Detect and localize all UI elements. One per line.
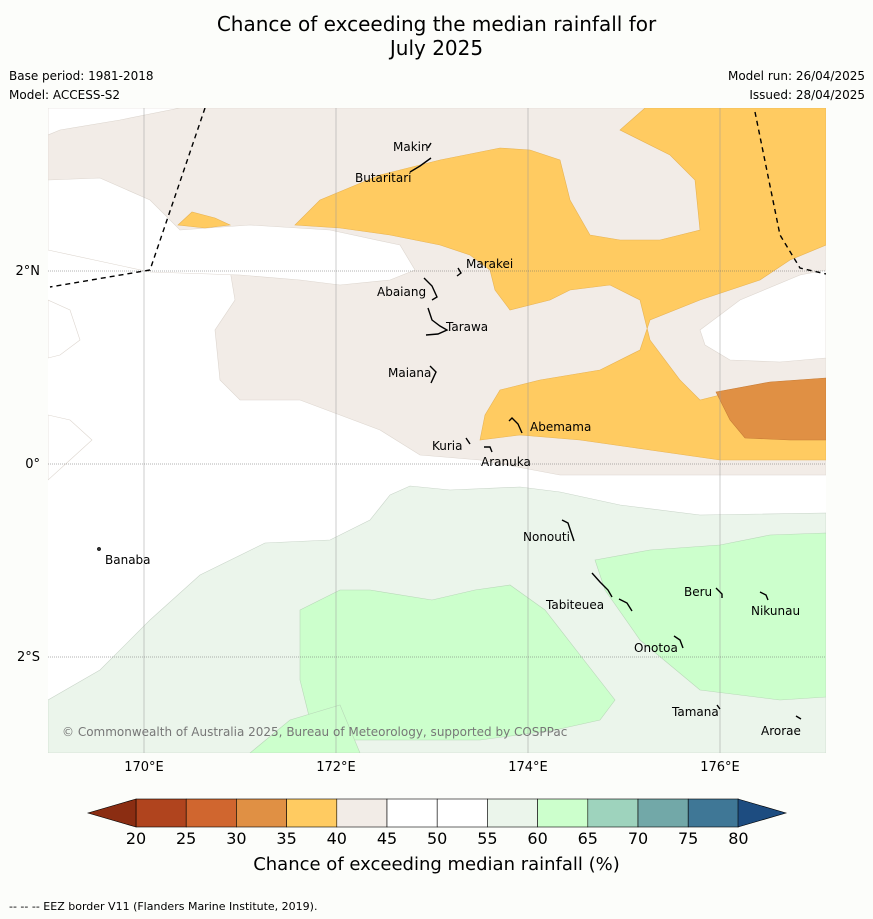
place-label-nikunau: Nikunau (751, 604, 801, 618)
model-name: Model: ACCESS-S2 (9, 88, 121, 102)
base-period: Base period: 1981-2018 (9, 69, 154, 83)
colorbar-tick-label: 30 (226, 829, 247, 848)
place-label-marakei: Marakei (466, 257, 514, 271)
title-line-1: Chance of exceeding the median rainfall … (216, 12, 657, 36)
colorbar-tick-label: 45 (376, 829, 398, 848)
region-30-35 (715, 377, 826, 441)
region-45-55-westcoast (48, 299, 81, 359)
colorbar-cell (537, 798, 589, 828)
colorbar-cell (336, 798, 388, 828)
place-label-tamana: Tamana (672, 705, 719, 719)
colorbar-tick-label: 35 (276, 829, 297, 848)
model-run: Model run: 26/04/2025 (727, 69, 865, 83)
colorbar-tick-label: 75 (678, 829, 699, 848)
lon-label-174e: 174°E (508, 760, 548, 775)
eez-footnote: -- -- -- EEZ border V11 (Flanders Marine… (9, 900, 318, 913)
colorbar-tick-label: 25 (176, 829, 197, 848)
title-line-2: July 2025 (389, 36, 484, 60)
colorbar-cell (637, 798, 689, 828)
place-label-beru: Beru (684, 585, 713, 599)
colorbar-tick-label: 80 (728, 829, 749, 848)
colorbar-cell (185, 798, 237, 828)
place-label-tarawa: Tarawa (446, 320, 489, 334)
lat-label-0: 0° (25, 457, 40, 472)
colorbar-cell (487, 798, 538, 828)
place-label-makin: Makin (393, 140, 429, 154)
place-label-tabiteuea: Tabiteuea (546, 598, 605, 612)
colorbar-cell (587, 798, 639, 828)
colorbar-label: Chance of exceeding median rainfall (%) (253, 854, 620, 875)
region-35-40-small (177, 211, 232, 229)
chart-title: Chance of exceeding the median rainfall … (0, 12, 873, 60)
colorbar-tick-label: 60 (527, 829, 548, 848)
place-label-abemama: Abemama (530, 420, 592, 434)
lat-label-2s: 2°S (16, 650, 40, 665)
colorbar-over-arrow (737, 798, 788, 828)
colorbar-under-arrow (86, 798, 137, 828)
issued-date: Issued: 28/04/2025 (749, 88, 865, 102)
gridlines (48, 108, 826, 753)
colorbar-cell (286, 798, 338, 828)
colorbar-tick-label: 70 (627, 829, 649, 848)
colorbar-cell (135, 798, 187, 828)
place-label-onotoa: Onotoa (634, 641, 678, 655)
region-45-55-west (48, 177, 416, 286)
region-60-65-corner (249, 704, 361, 753)
lon-label-176e: 176°E (700, 760, 740, 775)
place-label-aranuka: Aranuka (481, 455, 531, 469)
colorbar-tick-label: 40 (326, 829, 347, 848)
copyright-notice: © Commonwealth of Australia 2025, Bureau… (62, 725, 568, 739)
place-label-nonouti: Nonouti (523, 530, 570, 544)
lon-label-170e: 170°E (124, 760, 164, 775)
region-45-55-east (699, 269, 826, 363)
place-label-abaiang: Abaiang (377, 285, 427, 299)
lat-label-2n: 2°N (15, 264, 41, 279)
place-label-banaba: Banaba (105, 553, 151, 567)
islands (97, 142, 802, 720)
place-label-kuria: Kuria (432, 439, 463, 453)
place-label-maiana: Maiana (388, 366, 432, 380)
colorbar-cell (436, 798, 488, 828)
colorbar-cells (135, 798, 739, 828)
colorbar-cell (386, 798, 438, 828)
lon-label-172e: 172°E (316, 760, 356, 775)
place-label-butaritari: Butaritari (355, 171, 412, 185)
colorbar-tick-label: 20 (125, 829, 147, 848)
colorbar-tick-label: 50 (427, 829, 448, 848)
place-label-arorae: Arorae (761, 724, 801, 738)
colorbar-cell (687, 798, 739, 828)
colorbar-tick-label: 55 (477, 829, 498, 848)
eez-borders (49, 108, 826, 288)
colorbar-cell (236, 798, 287, 828)
region-45-55-northwest (48, 108, 181, 136)
region-60-65-east (594, 532, 826, 701)
region-35-40-north (294, 108, 826, 461)
map-area (48, 108, 826, 753)
colorbar-tick-label: 65 (577, 829, 598, 848)
